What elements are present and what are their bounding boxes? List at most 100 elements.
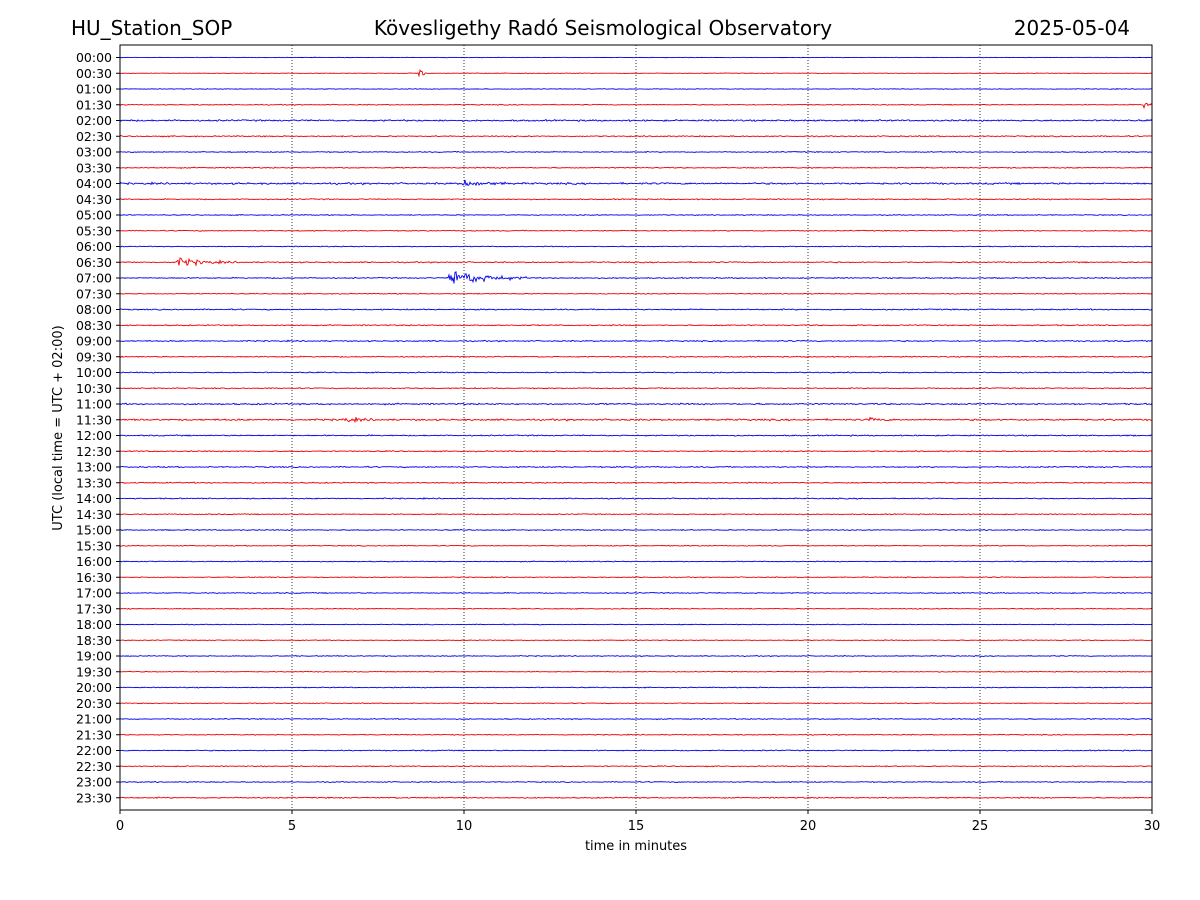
- trace-0930: [119, 355, 1153, 358]
- trace-2300: [119, 780, 1153, 784]
- x-axis-label: time in minutes: [585, 839, 687, 854]
- y-tick-label: 20:30: [76, 696, 112, 711]
- y-tick-label: 22:00: [76, 743, 112, 758]
- y-tick-label: 10:30: [76, 381, 112, 396]
- chart-date: 2025-05-04: [1013, 16, 1130, 40]
- trace-1300: [119, 465, 1153, 469]
- trace-1430: [119, 513, 1153, 516]
- y-tick-label: 19:30: [76, 664, 112, 679]
- trace-1600: [119, 560, 1153, 563]
- y-tick-label: 07:30: [76, 286, 112, 301]
- trace-0000: [119, 56, 1153, 59]
- y-tick-label: 14:00: [76, 491, 112, 506]
- y-tick-label: 17:00: [76, 586, 112, 601]
- y-tick-label: 11:00: [76, 397, 112, 412]
- trace-0200: [119, 118, 1153, 123]
- y-tick-label: 01:00: [76, 82, 112, 97]
- trace-0630: [119, 257, 1153, 267]
- y-tick-label: 10:00: [76, 365, 112, 380]
- trace-0430: [119, 198, 1153, 201]
- x-tick-label: 30: [1144, 819, 1161, 834]
- y-tick-label: 06:00: [76, 239, 112, 254]
- y-tick-label: 18:00: [76, 617, 112, 632]
- trace-1230: [119, 450, 1153, 453]
- x-tick-label: 10: [456, 819, 473, 834]
- x-tick-label: 15: [628, 819, 645, 834]
- y-tick-label: 04:00: [76, 176, 112, 191]
- y-tick-label: 13:30: [76, 475, 112, 490]
- y-tick-label: 17:30: [76, 601, 112, 616]
- gridlines: [291, 45, 981, 810]
- y-tick-label: 12:30: [76, 444, 112, 459]
- trace-1030: [119, 387, 1153, 390]
- y-tick-label: 00:00: [76, 50, 112, 65]
- trace-1800: [119, 623, 1153, 626]
- trace-2100: [119, 717, 1153, 721]
- x-tick-label: 20: [800, 819, 817, 834]
- trace-2000: [119, 686, 1153, 689]
- trace-0730: [119, 292, 1153, 295]
- y-tick-label: 05:30: [76, 223, 112, 238]
- y-tick-label: 12:00: [76, 428, 112, 443]
- y-tick-label: 23:00: [76, 775, 112, 790]
- trace-1700: [119, 591, 1153, 595]
- y-tick-label: 21:30: [76, 727, 112, 742]
- y-tick-label: 22:30: [76, 759, 112, 774]
- x-tick-label: 25: [972, 819, 989, 834]
- seismic-traces: [119, 56, 1153, 800]
- trace-1900: [119, 654, 1153, 658]
- y-tick-label: 05:00: [76, 208, 112, 223]
- y-tick-label: 08:00: [76, 302, 112, 317]
- y-tick-label: 16:30: [76, 570, 112, 585]
- chart-header: HU_Station_SOP Köveslig­ethy Radó Seismo…: [0, 0, 1200, 44]
- y-tick-label: 08:30: [76, 318, 112, 333]
- x-tick-label: 0: [116, 819, 124, 834]
- trace-0300: [119, 150, 1153, 154]
- y-tick-label: 04:30: [76, 192, 112, 207]
- x-tick-label: 5: [288, 819, 296, 834]
- trace-1830: [119, 639, 1153, 642]
- y-tick-label: 00:30: [76, 66, 112, 81]
- y-tick-label: 02:30: [76, 129, 112, 144]
- trace-2200: [119, 749, 1153, 752]
- station-name: HU_Station_SOP: [71, 16, 233, 40]
- y-tick-labels: 00:0000:3001:0001:3002:0002:3003:0003:30…: [76, 50, 120, 805]
- x-tick-labels: 0 5 10 15 20 25 30: [116, 810, 1160, 834]
- trace-1100: [119, 402, 1153, 406]
- y-tick-label: 15:00: [76, 523, 112, 538]
- trace-0030: [119, 69, 1153, 78]
- y-tick-label: 21:00: [76, 712, 112, 727]
- trace-1530: [119, 544, 1153, 547]
- y-tick-label: 03:30: [76, 160, 112, 175]
- y-tick-label: 02:00: [76, 113, 112, 128]
- y-tick-label: 09:30: [76, 349, 112, 364]
- y-tick-label: 19:00: [76, 649, 112, 664]
- trace-0600: [119, 245, 1153, 248]
- trace-0830: [119, 323, 1153, 327]
- trace-1200: [119, 434, 1153, 437]
- y-tick-label: 16:00: [76, 554, 112, 569]
- trace-2330: [119, 796, 1153, 800]
- y-tick-label: 14:30: [76, 507, 112, 522]
- trace-1000: [119, 371, 1153, 374]
- trace-1130: [119, 416, 1153, 424]
- y-tick-label: 18:30: [76, 633, 112, 648]
- trace-0900: [119, 339, 1153, 343]
- trace-0800: [119, 308, 1153, 311]
- y-tick-label: 09:00: [76, 334, 112, 349]
- trace-0130: [119, 102, 1153, 110]
- y-tick-label: 23:30: [76, 790, 112, 805]
- trace-0400: [119, 179, 1153, 187]
- trace-0500: [119, 213, 1153, 217]
- y-tick-label: 07:00: [76, 271, 112, 286]
- trace-1630: [119, 575, 1153, 579]
- y-tick-label: 01:30: [76, 97, 112, 112]
- trace-1930: [119, 670, 1153, 673]
- trace-2130: [119, 733, 1153, 736]
- y-tick-label: 11:30: [76, 412, 112, 427]
- trace-0700: [119, 271, 1153, 284]
- trace-1330: [119, 481, 1153, 485]
- chart-title: Köveslig­ethy Radó Seismological Observa…: [373, 16, 833, 40]
- y-axis-label: UTC (local time = UTC + 02:00): [51, 325, 66, 530]
- trace-2230: [119, 765, 1153, 768]
